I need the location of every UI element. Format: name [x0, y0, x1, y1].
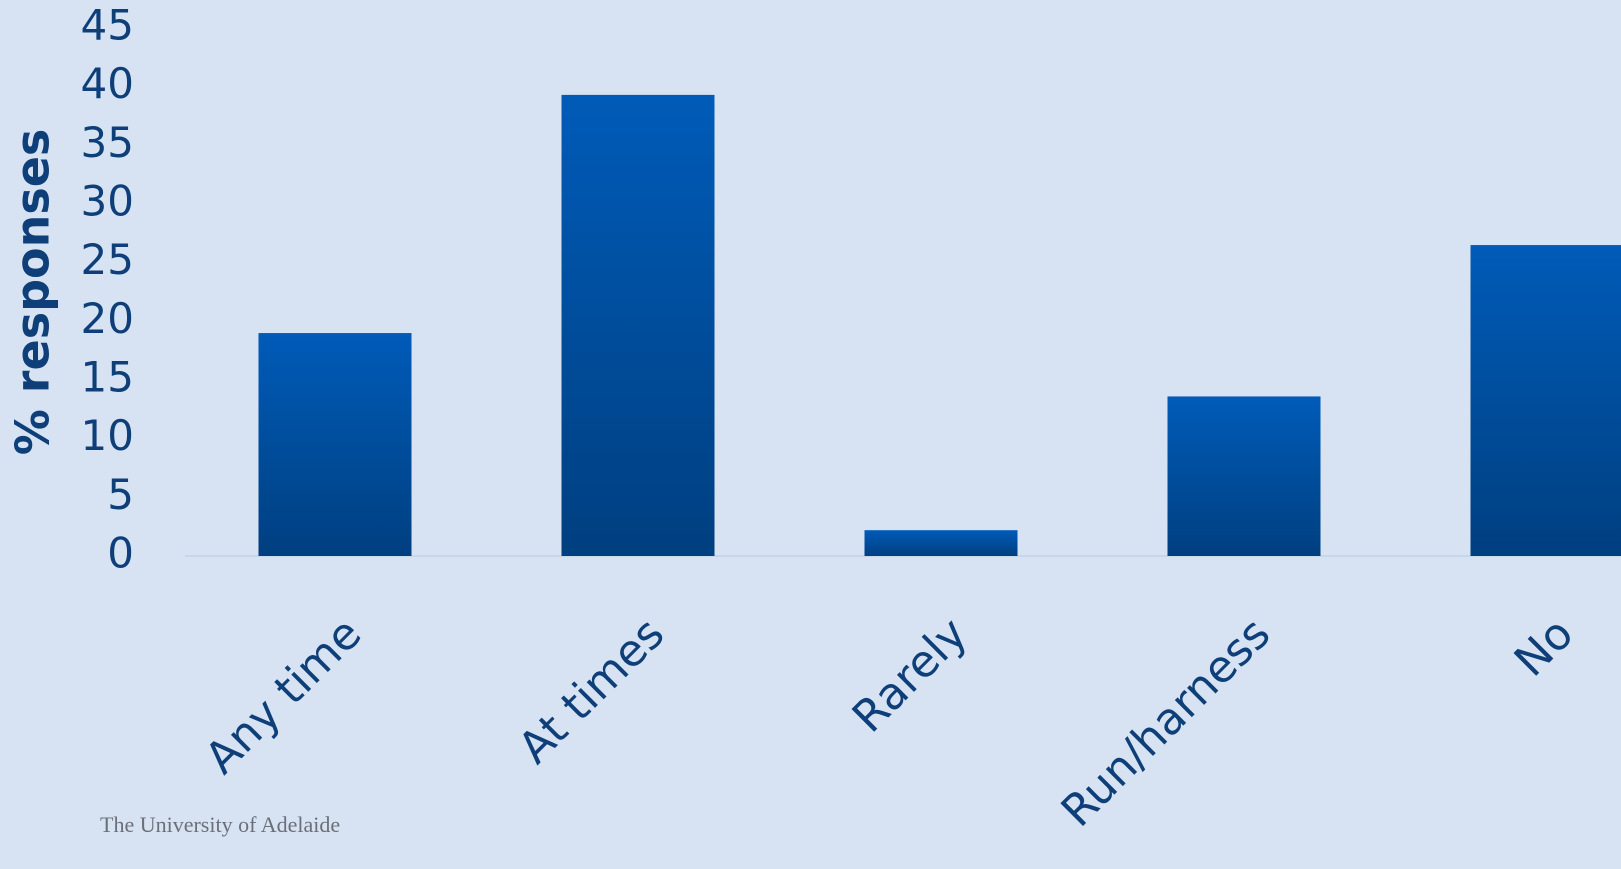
y-tick-label: 15: [81, 353, 134, 402]
y-axis-label: % responses: [6, 129, 60, 456]
y-tick-label: 10: [81, 411, 134, 460]
y-tick-label: 0: [107, 529, 134, 578]
y-tick-label: 20: [81, 294, 134, 343]
y-tick-label: 30: [81, 177, 134, 226]
y-tick-label: 5: [107, 470, 134, 519]
y-tick-label: 45: [81, 1, 134, 50]
bar: [561, 94, 715, 556]
bar: [864, 530, 1018, 556]
footer: The University of Adelaide: [100, 812, 340, 837]
bar: [1470, 245, 1621, 557]
bar: [1167, 396, 1321, 556]
y-tick-label: 35: [81, 118, 134, 167]
y-tick-label: 25: [81, 235, 134, 284]
y-tick-label: 40: [81, 59, 134, 108]
bar: [258, 333, 412, 556]
